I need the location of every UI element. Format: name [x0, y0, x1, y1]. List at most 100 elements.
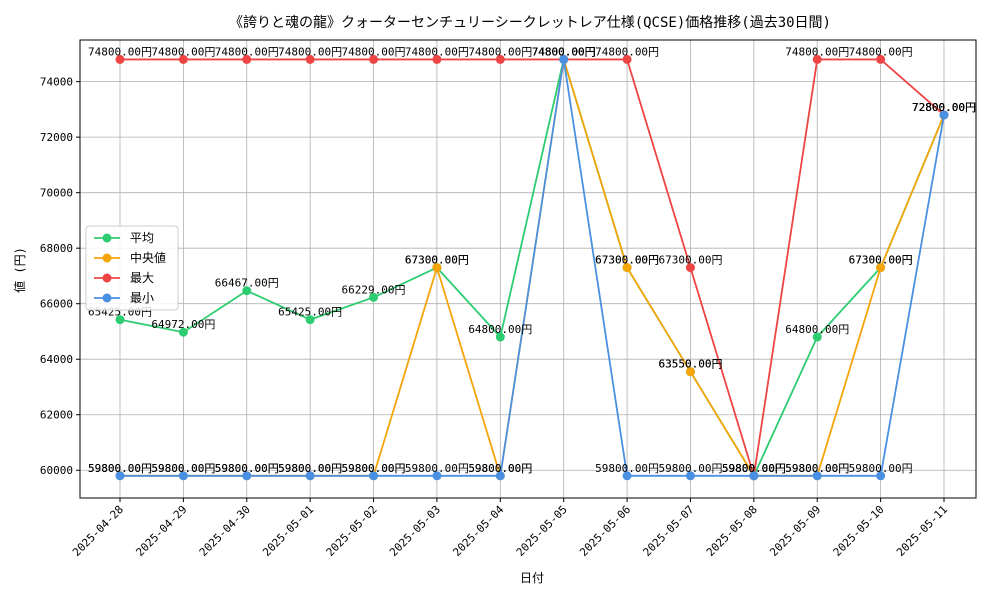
x-tick-label: 2025-05-05 — [514, 503, 570, 559]
data-label: 64800.00円 — [468, 323, 532, 336]
data-point — [876, 54, 886, 64]
legend-marker — [102, 293, 112, 303]
x-tick-label: 2025-04-28 — [70, 503, 126, 559]
data-label: 59800.00円 — [342, 462, 406, 475]
data-point — [559, 54, 569, 64]
data-label: 59800.00円 — [658, 462, 722, 475]
data-point — [115, 315, 125, 325]
data-label: 59800.00円 — [88, 462, 152, 475]
data-label: 74800.00円 — [215, 45, 279, 58]
data-label: 72800.00円 — [912, 101, 976, 114]
data-label: 74800.00円 — [532, 45, 596, 58]
data-point — [178, 327, 188, 337]
data-label: 59800.00円 — [278, 462, 342, 475]
data-label: 59800.00円 — [722, 462, 786, 475]
data-label: 67300.00円 — [595, 254, 659, 267]
data-label: 59800.00円 — [215, 462, 279, 475]
data-point — [115, 471, 125, 481]
data-point — [369, 54, 379, 64]
data-label: 67300.00円 — [405, 254, 469, 267]
data-label: 59800.00円 — [468, 462, 532, 475]
data-labels: 65425.00円64972.00円66467.00円65425.00円6622… — [88, 45, 976, 474]
series-line-0 — [119, 55, 945, 478]
data-point — [812, 332, 822, 342]
data-label: 72800.00円 — [912, 101, 976, 114]
data-label: 67300.00円 — [849, 254, 913, 267]
data-point — [369, 471, 379, 481]
data-point — [178, 54, 188, 64]
x-tick-label: 2025-05-07 — [641, 503, 697, 559]
data-point — [305, 471, 315, 481]
data-label: 74800.00円 — [88, 45, 152, 58]
data-label: 74800.00円 — [278, 45, 342, 58]
legend-label: 最小 — [130, 291, 154, 305]
data-point — [432, 263, 442, 273]
data-label: 59800.00円 — [278, 462, 342, 475]
data-point — [495, 332, 505, 342]
data-point — [876, 471, 886, 481]
y-tick-label: 68000 — [40, 242, 73, 255]
data-label: 59800.00円 — [722, 462, 786, 475]
data-point — [622, 263, 632, 273]
data-point — [242, 54, 252, 64]
data-label: 74800.00円 — [151, 45, 215, 58]
data-point — [685, 471, 695, 481]
data-point — [939, 110, 949, 120]
x-tick-label: 2025-05-08 — [704, 503, 760, 559]
y-tick-label: 70000 — [40, 187, 73, 200]
x-axis-ticks: 2025-04-28 2025-04-29 2025-04-30 2025-05-01… — [70, 498, 950, 559]
legend-marker — [102, 253, 112, 263]
data-point — [305, 315, 315, 325]
data-label: 59800.00円 — [849, 462, 913, 475]
chart-title: 《誇りと魂の龍》クォーターセンチュリーシークレットレア仕様(QCSE)価格推移(… — [229, 14, 831, 31]
data-label: 67300.00円 — [595, 254, 659, 267]
data-label: 59800.00円 — [722, 462, 786, 475]
x-tick-label: 2025-05-06 — [577, 503, 633, 559]
series-line-3 — [120, 59, 945, 477]
data-point — [812, 471, 822, 481]
data-point — [242, 286, 252, 296]
data-label: 74800.00円 — [468, 45, 532, 58]
data-label: 59800.00円 — [468, 462, 532, 475]
legend-label: 中央値 — [130, 250, 166, 265]
y-tick-label: 74000 — [40, 76, 73, 89]
data-label: 63550.00円 — [658, 358, 722, 371]
data-point — [685, 263, 695, 273]
y-tick-label: 62000 — [40, 409, 73, 422]
data-label: 59800.00円 — [215, 462, 279, 475]
data-label: 63550.00円 — [658, 358, 722, 371]
data-point — [178, 471, 188, 481]
data-label: 59800.00円 — [722, 462, 786, 475]
data-label: 74800.00円 — [532, 45, 596, 58]
data-label: 59800.00円 — [88, 462, 152, 475]
data-point — [432, 471, 442, 481]
x-tick-label: 2025-04-29 — [133, 503, 189, 559]
data-label: 59800.00円 — [151, 462, 215, 475]
x-tick-label: 2025-05-01 — [260, 503, 316, 559]
legend-marker — [102, 273, 112, 283]
data-label: 59800.00円 — [405, 462, 469, 475]
data-label: 59800.00円 — [785, 462, 849, 475]
x-tick-label: 2025-05-03 — [387, 503, 443, 559]
data-label: 74800.00円 — [595, 45, 659, 58]
y-axis-ticks: 60000 62000 64000 66000 68000 70000 72000 74000 — [40, 76, 80, 477]
data-point — [432, 54, 442, 64]
data-point — [115, 54, 125, 64]
data-label: 74800.00円 — [532, 45, 596, 58]
x-tick-label: 2025-05-02 — [324, 503, 380, 559]
legend-marker — [102, 233, 112, 243]
data-label: 74800.00円 — [405, 45, 469, 58]
data-point — [812, 54, 822, 64]
grid-lines — [80, 40, 976, 498]
data-label: 74800.00円 — [785, 45, 849, 58]
data-label: 64972.00円 — [151, 318, 215, 331]
data-point — [369, 292, 379, 302]
legend-label: 最大 — [130, 271, 154, 285]
y-tick-label: 72000 — [40, 131, 73, 144]
data-label: 67300.00円 — [849, 254, 913, 267]
series-group — [115, 54, 949, 481]
data-label: 59800.00円 — [785, 462, 849, 475]
data-point — [495, 471, 505, 481]
